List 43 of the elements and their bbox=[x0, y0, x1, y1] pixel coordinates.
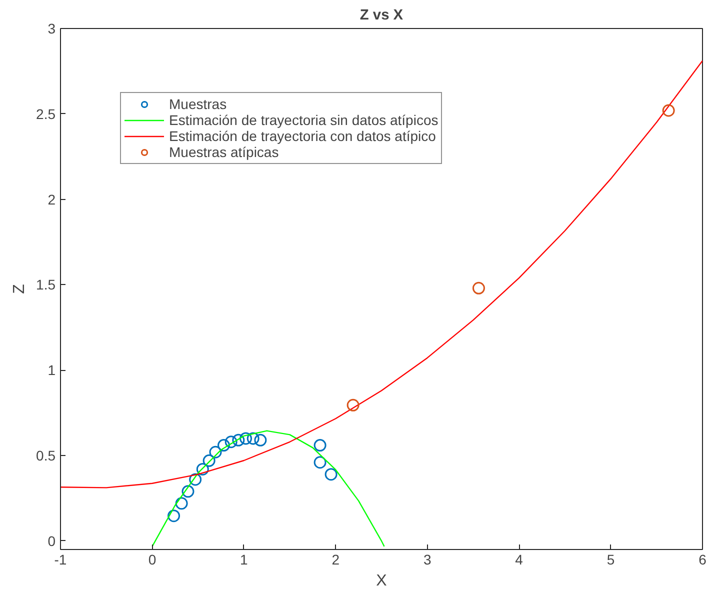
x-tick-label: -1 bbox=[54, 552, 67, 568]
legend-label: Estimación de trayectoria con datos atípico bbox=[169, 128, 436, 144]
point bbox=[202, 454, 216, 467]
y-tick-label: 1 bbox=[48, 362, 56, 378]
point bbox=[346, 398, 360, 412]
x-tick-label: 2 bbox=[332, 552, 340, 568]
legend-label: Muestras bbox=[169, 96, 227, 112]
point bbox=[224, 436, 238, 448]
point bbox=[182, 485, 194, 498]
point bbox=[662, 104, 675, 117]
x-tick-label: 5 bbox=[606, 552, 615, 568]
point bbox=[175, 497, 188, 510]
point bbox=[254, 434, 267, 446]
point bbox=[168, 510, 180, 522]
point bbox=[232, 434, 245, 446]
y-axis-title: Z bbox=[11, 284, 28, 294]
point bbox=[218, 439, 230, 452]
point bbox=[240, 432, 252, 445]
y-tick-label: 3 bbox=[48, 20, 56, 36]
point bbox=[472, 282, 485, 294]
y-tick-label: 2 bbox=[48, 191, 56, 208]
x-tick-label: 0 bbox=[148, 552, 156, 568]
point bbox=[196, 462, 209, 476]
point bbox=[189, 473, 202, 486]
line-series bbox=[152, 430, 385, 548]
x-tick-label: 1 bbox=[240, 552, 248, 568]
chart-title: Z vs X bbox=[360, 8, 404, 24]
point bbox=[209, 446, 222, 458]
x-tick-label: 3 bbox=[423, 552, 432, 568]
y-tick-label: 2.5 bbox=[36, 106, 56, 122]
y-tick-label: 0 bbox=[48, 532, 56, 549]
y-tick-label: 0.5 bbox=[36, 448, 56, 464]
legend-label: Muestras atípicas bbox=[169, 144, 279, 160]
point bbox=[314, 439, 326, 452]
x-axis-title: X bbox=[376, 572, 388, 590]
line-series bbox=[60, 60, 702, 488]
y-tick-label: 1.5 bbox=[36, 276, 56, 293]
x-tick-label: 6 bbox=[698, 552, 707, 568]
x-tick-label: 4 bbox=[515, 552, 524, 568]
legend-label: Estimación de trayectoria sin datos atípicos bbox=[169, 112, 438, 128]
point bbox=[314, 456, 326, 469]
point bbox=[246, 432, 260, 445]
point bbox=[324, 468, 338, 481]
